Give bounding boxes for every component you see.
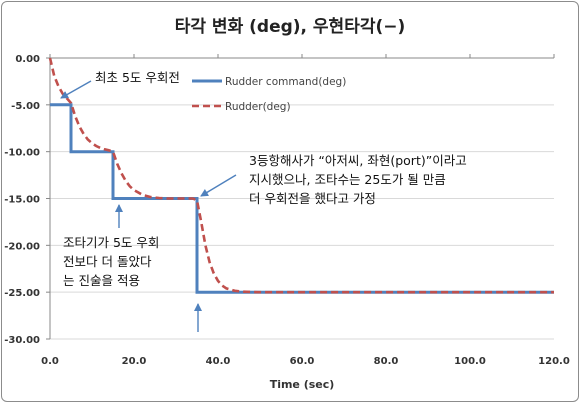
annotation-line: 더 우회전을 했다고 가정 (249, 191, 376, 206)
annotation-line: 는 진술을 적용 (63, 273, 140, 288)
annotation-arrow-first-turn (60, 80, 92, 99)
x-tick-label: 100.0 (454, 356, 486, 367)
y-tick-labels: 0.00 -5.00 -10.00 -15.00 -20.00 -25.00 -30.00 (4, 54, 40, 346)
x-axis-label: Time (sec) (270, 378, 335, 391)
y-tick-label: -15.00 (4, 195, 40, 206)
x-tick-label: 0.0 (41, 356, 59, 367)
x-tick-labels: 0.0 20.0 40.0 60.0 80.0 100.0 120.0 (41, 356, 570, 367)
y-tick-label: -25.00 (4, 288, 40, 299)
chart-title: 타각 변화 (deg), 우현타각(−) (175, 17, 406, 37)
y-tick-label: -10.00 (4, 148, 40, 159)
annotation-line: 조타기가 5도 우회 (63, 235, 159, 250)
y-tick-label: -30.00 (4, 335, 40, 346)
x-tick-label: 80.0 (374, 356, 399, 367)
gridlines (50, 104, 554, 340)
legend-label-rudder: Rudder(deg) (225, 101, 291, 113)
annotation-line: 지시했으나, 조타수는 25도가 될 만큼 (249, 172, 446, 187)
series-line-rudder-command (50, 103, 554, 294)
annotation-port-order: 3등항해사가 “아저씨, 좌현(port)”이라고 지시했으나, 조타수는 25… (249, 153, 467, 206)
series-line-rudder (48, 57, 554, 294)
y-tick-label: -5.00 (11, 101, 40, 112)
x-tick-label: 40.0 (206, 356, 231, 367)
y-tick-label: 0.00 (15, 54, 40, 65)
annotation-line: 3등항해사가 “아저씨, 좌현(port)”이라고 (249, 153, 467, 168)
legend: Rudder command(deg) Rudder(deg) (192, 76, 346, 113)
annotation-statement: 조타기가 5도 우회 전보다 더 돌았다 는 진술을 적용 (63, 235, 159, 288)
annotation-line: 전보다 더 돌았다 (63, 254, 152, 269)
legend-label-rudder-command: Rudder command(deg) (225, 76, 346, 88)
annotation-first-turn: 최초 5도 우회전 (95, 70, 180, 85)
y-tick-label: -20.00 (4, 241, 40, 252)
x-tick-label: 120.0 (538, 356, 570, 367)
annotation-arrow-port-order (200, 174, 237, 197)
x-tick-label: 60.0 (290, 356, 315, 367)
x-tick-label: 20.0 (122, 356, 147, 367)
